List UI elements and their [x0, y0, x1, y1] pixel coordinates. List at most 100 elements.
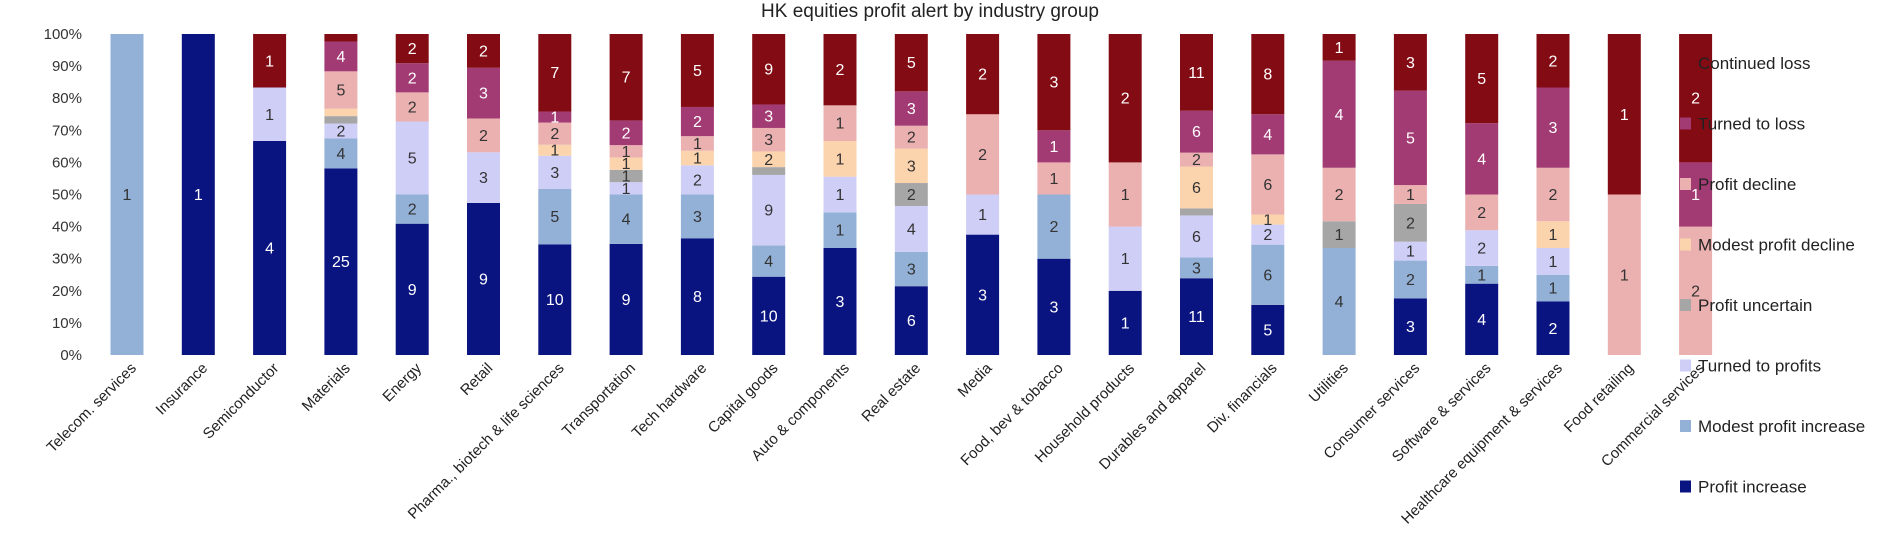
data-label: 1 — [1121, 251, 1130, 268]
bar-stack: 2 1 1 1 2 3 2 — [1536, 34, 1570, 355]
bar-segment — [823, 248, 857, 355]
data-label: 6 — [1263, 177, 1272, 194]
data-label: 4 — [1335, 107, 1344, 124]
bar-segment — [1037, 162, 1071, 195]
bar-segment — [395, 63, 429, 93]
bar-segment — [1251, 154, 1285, 215]
bar-segment — [823, 212, 857, 248]
bar-segment — [467, 118, 500, 153]
bar-segment — [1251, 114, 1285, 155]
bar-stack: 5 6 21 6 4 8 — [1251, 34, 1285, 355]
legend-swatch — [1680, 178, 1691, 190]
bar-segment — [609, 243, 643, 355]
bar-segment — [538, 244, 572, 355]
legend-item: Turned to profits — [1680, 357, 1821, 376]
legend-swatch — [1680, 359, 1691, 372]
bar-segment — [823, 141, 857, 177]
data-label: 1 — [1549, 281, 1558, 298]
data-label: 5 — [1406, 130, 1415, 147]
bar-segment — [395, 223, 429, 355]
bar-segment — [1180, 110, 1213, 153]
data-label: 6 — [1192, 229, 1201, 246]
data-label: 1 — [693, 151, 702, 168]
category-label: Telecom. services — [44, 360, 140, 456]
data-label: 2 — [622, 125, 631, 142]
data-label: 2 — [1335, 187, 1344, 204]
bar-segment — [894, 183, 928, 206]
data-label: 2 — [1691, 283, 1700, 300]
y-tick-label: 90% — [52, 58, 82, 75]
bar-segment — [894, 34, 928, 92]
bar-segment — [324, 138, 358, 169]
data-label: 1 — [1406, 244, 1415, 261]
bar-segment — [1037, 130, 1071, 163]
bar-segment — [894, 205, 928, 252]
data-label: 2 — [1192, 152, 1201, 169]
data-label: 1 — [836, 151, 845, 168]
bar-segment — [1393, 298, 1427, 355]
data-label: 9 — [622, 292, 631, 309]
data-label: 2 — [978, 67, 987, 84]
data-label: 1 — [1335, 40, 1344, 57]
data-label: 1 — [1263, 212, 1272, 229]
data-label: 6 — [1192, 124, 1201, 141]
data-label: 1 — [1477, 267, 1486, 284]
bar-segment — [1037, 194, 1071, 259]
legend: Continued loss Turned to loss Profit decli… — [1680, 54, 1865, 497]
data-label: 1 — [693, 136, 702, 153]
data-label: 4 — [1263, 127, 1272, 144]
bar-segment — [966, 34, 1000, 115]
bar-segment — [1536, 248, 1570, 275]
data-label: 3 — [764, 109, 773, 126]
legend-item: Turned to loss — [1680, 115, 1805, 134]
data-label: 2 — [1477, 205, 1486, 222]
bar-segment — [752, 245, 786, 277]
data-label: 2 — [978, 147, 987, 164]
bar-stack: 11 3 6 6 2 6 11 — [1180, 34, 1213, 355]
bar-segment — [752, 127, 786, 152]
data-label: 1 — [836, 187, 845, 204]
data-label: 9 — [408, 282, 417, 299]
data-label: 2 — [693, 172, 702, 189]
bar-segment — [752, 167, 786, 175]
bar-segment — [1607, 194, 1641, 355]
bar-segment — [752, 151, 786, 168]
bar-stack: 4 1 1 — [253, 34, 287, 355]
data-label: 5 — [336, 82, 345, 99]
bar-segment — [1465, 194, 1499, 231]
data-label: 6 — [907, 313, 916, 330]
data-label: 2 — [907, 130, 916, 147]
data-label: 3 — [978, 287, 987, 304]
data-label: 4 — [1477, 312, 1486, 329]
bar-segment — [680, 165, 714, 195]
bar-segment — [1679, 162, 1713, 227]
legend-item: Modest profit decline — [1680, 236, 1855, 255]
bars: 1 141125425492522293232105312179411112783… — [110, 34, 1713, 355]
data-label: 2 — [408, 202, 417, 219]
data-label: 3 — [1192, 260, 1201, 277]
data-label: 2 — [1406, 215, 1415, 232]
bar-segment — [1465, 123, 1499, 195]
bar-segment — [752, 174, 786, 246]
data-label: 1 — [1549, 227, 1558, 244]
bar-segment — [1679, 34, 1713, 163]
legend-label: Profit decline — [1698, 175, 1796, 194]
bar-segment — [538, 155, 572, 189]
bar-segment — [752, 276, 786, 355]
bar-segment — [181, 34, 215, 355]
bar-segment — [680, 150, 714, 166]
data-label: 4 — [336, 146, 345, 163]
bar-segment — [823, 34, 857, 106]
data-label: 9 — [764, 62, 773, 79]
data-label: 3 — [1049, 299, 1058, 316]
y-tick-label: 20% — [52, 283, 82, 300]
bar-stack: 3 2 1 1 3 — [1037, 34, 1071, 355]
legend-swatch — [1680, 299, 1691, 311]
data-label: 1 — [1620, 267, 1629, 284]
legend-label: Modest profit increase — [1698, 417, 1865, 436]
data-label: 1 — [550, 110, 559, 127]
data-label: 2 — [408, 99, 417, 116]
bar-segment — [253, 141, 287, 355]
data-label: 2 — [408, 41, 417, 58]
